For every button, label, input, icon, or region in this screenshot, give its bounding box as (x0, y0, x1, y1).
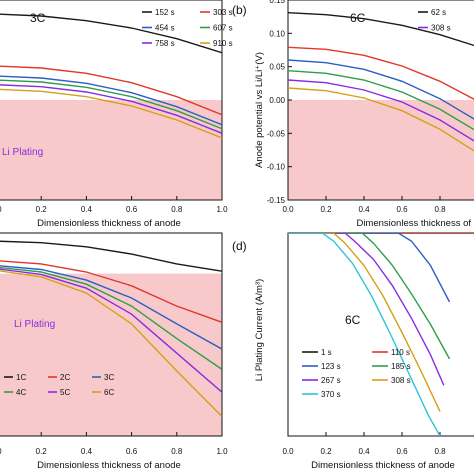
x-tick-label: 0.0 (0, 447, 2, 456)
y-axis-label: Li Plating Current (A/m³) (254, 279, 265, 381)
x-tick-label: 0.8 (171, 447, 183, 456)
plot-frame (0, 232, 223, 437)
x-tick-label: 0.2 (320, 205, 332, 214)
legend-label: 5C (60, 388, 70, 397)
legend-label: 3C (104, 373, 114, 382)
series-line-a-2 (0, 65, 222, 116)
plating-label: Li Plating (14, 319, 55, 330)
x-tick-label: 0.6 (126, 447, 138, 456)
legend-label: 454 s (155, 24, 175, 33)
x-tick-label: 0.0 (282, 447, 294, 456)
x-tick-label: 0.6 (126, 205, 138, 214)
series-line-d-3 (288, 233, 451, 303)
x-tick-label: 0.0 (0, 205, 2, 214)
chart-panel-a: 0.0 0.2 0.4 0.6 0.8 1.0 Dimensionless thicknes… (0, 0, 233, 229)
legend-label: 370 s (321, 390, 341, 399)
plating-region (0, 273, 222, 436)
y-tick-label: -0.15 (267, 196, 286, 205)
series-line-c-4 (0, 266, 222, 370)
series-line-a-1 (0, 13, 222, 54)
plating-region (0, 100, 222, 200)
legend-label: 910 s (213, 39, 233, 48)
x-tick-label: 1.0 (216, 205, 228, 214)
x-tick-label: 0.2 (36, 447, 48, 456)
x-tick-label: 0.8 (434, 205, 446, 214)
legend-label: 1C (16, 373, 26, 382)
series-line-b-4 (288, 46, 474, 100)
legend-label: 62 s (431, 8, 446, 17)
legend-label: 1 s (321, 348, 332, 357)
series-line-d-7 (288, 233, 441, 436)
series-line-b-5 (288, 70, 474, 131)
x-tick-label: 0.4 (81, 447, 93, 456)
plating-region (288, 100, 474, 200)
series-line-c-5 (0, 268, 222, 393)
plot-frame (287, 232, 474, 437)
y-tick-label: 0.00 (269, 96, 285, 105)
chart-panel-b: 0.0 0.2 0.4 0.6 0.8 0.15 0.10 0.05 0.00 -0.05 -0.1… (232, 0, 474, 229)
legend-label: 2C (60, 373, 70, 382)
y-tick-label: 0.15 (269, 0, 285, 5)
series-line-b-2 (288, 59, 474, 120)
x-tick-label: 0.6 (396, 205, 408, 214)
x-axis-label: Dimensionless thickness of anode (311, 460, 455, 471)
series-line-c-1 (0, 240, 222, 272)
legend-label: 758 s (155, 39, 175, 48)
y-tick-label: -0.05 (267, 129, 286, 138)
x-tick-label: 0.4 (358, 205, 370, 214)
legend-label: 267 s (321, 376, 341, 385)
series-line-b-6 (288, 87, 474, 152)
legend-label: 308 s (391, 376, 411, 385)
x-tick-label: 0.0 (282, 205, 294, 214)
series-line-a-6 (0, 88, 222, 139)
y-tick-label: 0.05 (269, 63, 285, 72)
y-axis-label: Anode potential vs Li/Li⁺(V) (254, 52, 265, 168)
chart-panel-d: 0.0 0.2 0.4 0.6 0.8 Dimensionless thickness o… (232, 232, 474, 471)
series-line-c-6 (0, 270, 222, 417)
rate-label: 6C (345, 313, 361, 327)
x-tick-label: 0.6 (396, 447, 408, 456)
y-tick-label: 0.10 (269, 29, 285, 38)
y-tick-label: -0.10 (267, 163, 286, 172)
x-tick-label: 0.2 (36, 205, 48, 214)
series-line-b-1 (288, 12, 474, 47)
x-tick-label: 1.0 (216, 447, 228, 456)
plating-label: Li Plating (2, 147, 43, 158)
legend-label: 303 s (213, 8, 233, 17)
series-line-c-3 (0, 265, 222, 350)
series-line-a-3 (0, 75, 222, 126)
series-line-a-5 (0, 84, 222, 134)
plot-frame (0, 0, 223, 201)
series-line-c-2 (0, 260, 222, 323)
series-line-d-4 (288, 233, 451, 360)
legend-label: 6C (104, 388, 114, 397)
x-tick-label: 0.8 (171, 205, 183, 214)
panel-tag: (b) (232, 3, 247, 17)
legend-label: 607 s (213, 24, 233, 33)
chart-panel-c: 0.0 0.2 0.4 0.6 0.8 1.0 Dimensionless thicknes… (0, 232, 228, 471)
panel-tag: (d) (232, 239, 247, 253)
x-tick-label: 0.8 (434, 447, 446, 456)
x-axis-label: Dimensionless thickness of ano (356, 218, 474, 229)
x-tick-label: 0.2 (320, 447, 332, 456)
x-tick-label: 0.4 (358, 447, 370, 456)
legend-label: 308 s (431, 24, 451, 33)
legend-label: 152 s (155, 8, 175, 17)
series-line-a-4 (0, 79, 222, 130)
x-axis-label: Dimensionless thickness of anode (37, 218, 181, 229)
rate-label: 3C (30, 11, 46, 25)
legend-label: 185 s (391, 362, 411, 371)
legend-label: 110 s (391, 348, 410, 357)
legend-label: 4C (16, 388, 26, 397)
x-axis-label: Dimensionless thickness of anode (37, 460, 181, 471)
series-line-d-6 (288, 233, 441, 412)
series-line-d-5 (288, 233, 445, 386)
series-line-b-3 (288, 79, 474, 142)
legend-label: 123 s (321, 362, 341, 371)
x-tick-label: 0.4 (81, 205, 93, 214)
